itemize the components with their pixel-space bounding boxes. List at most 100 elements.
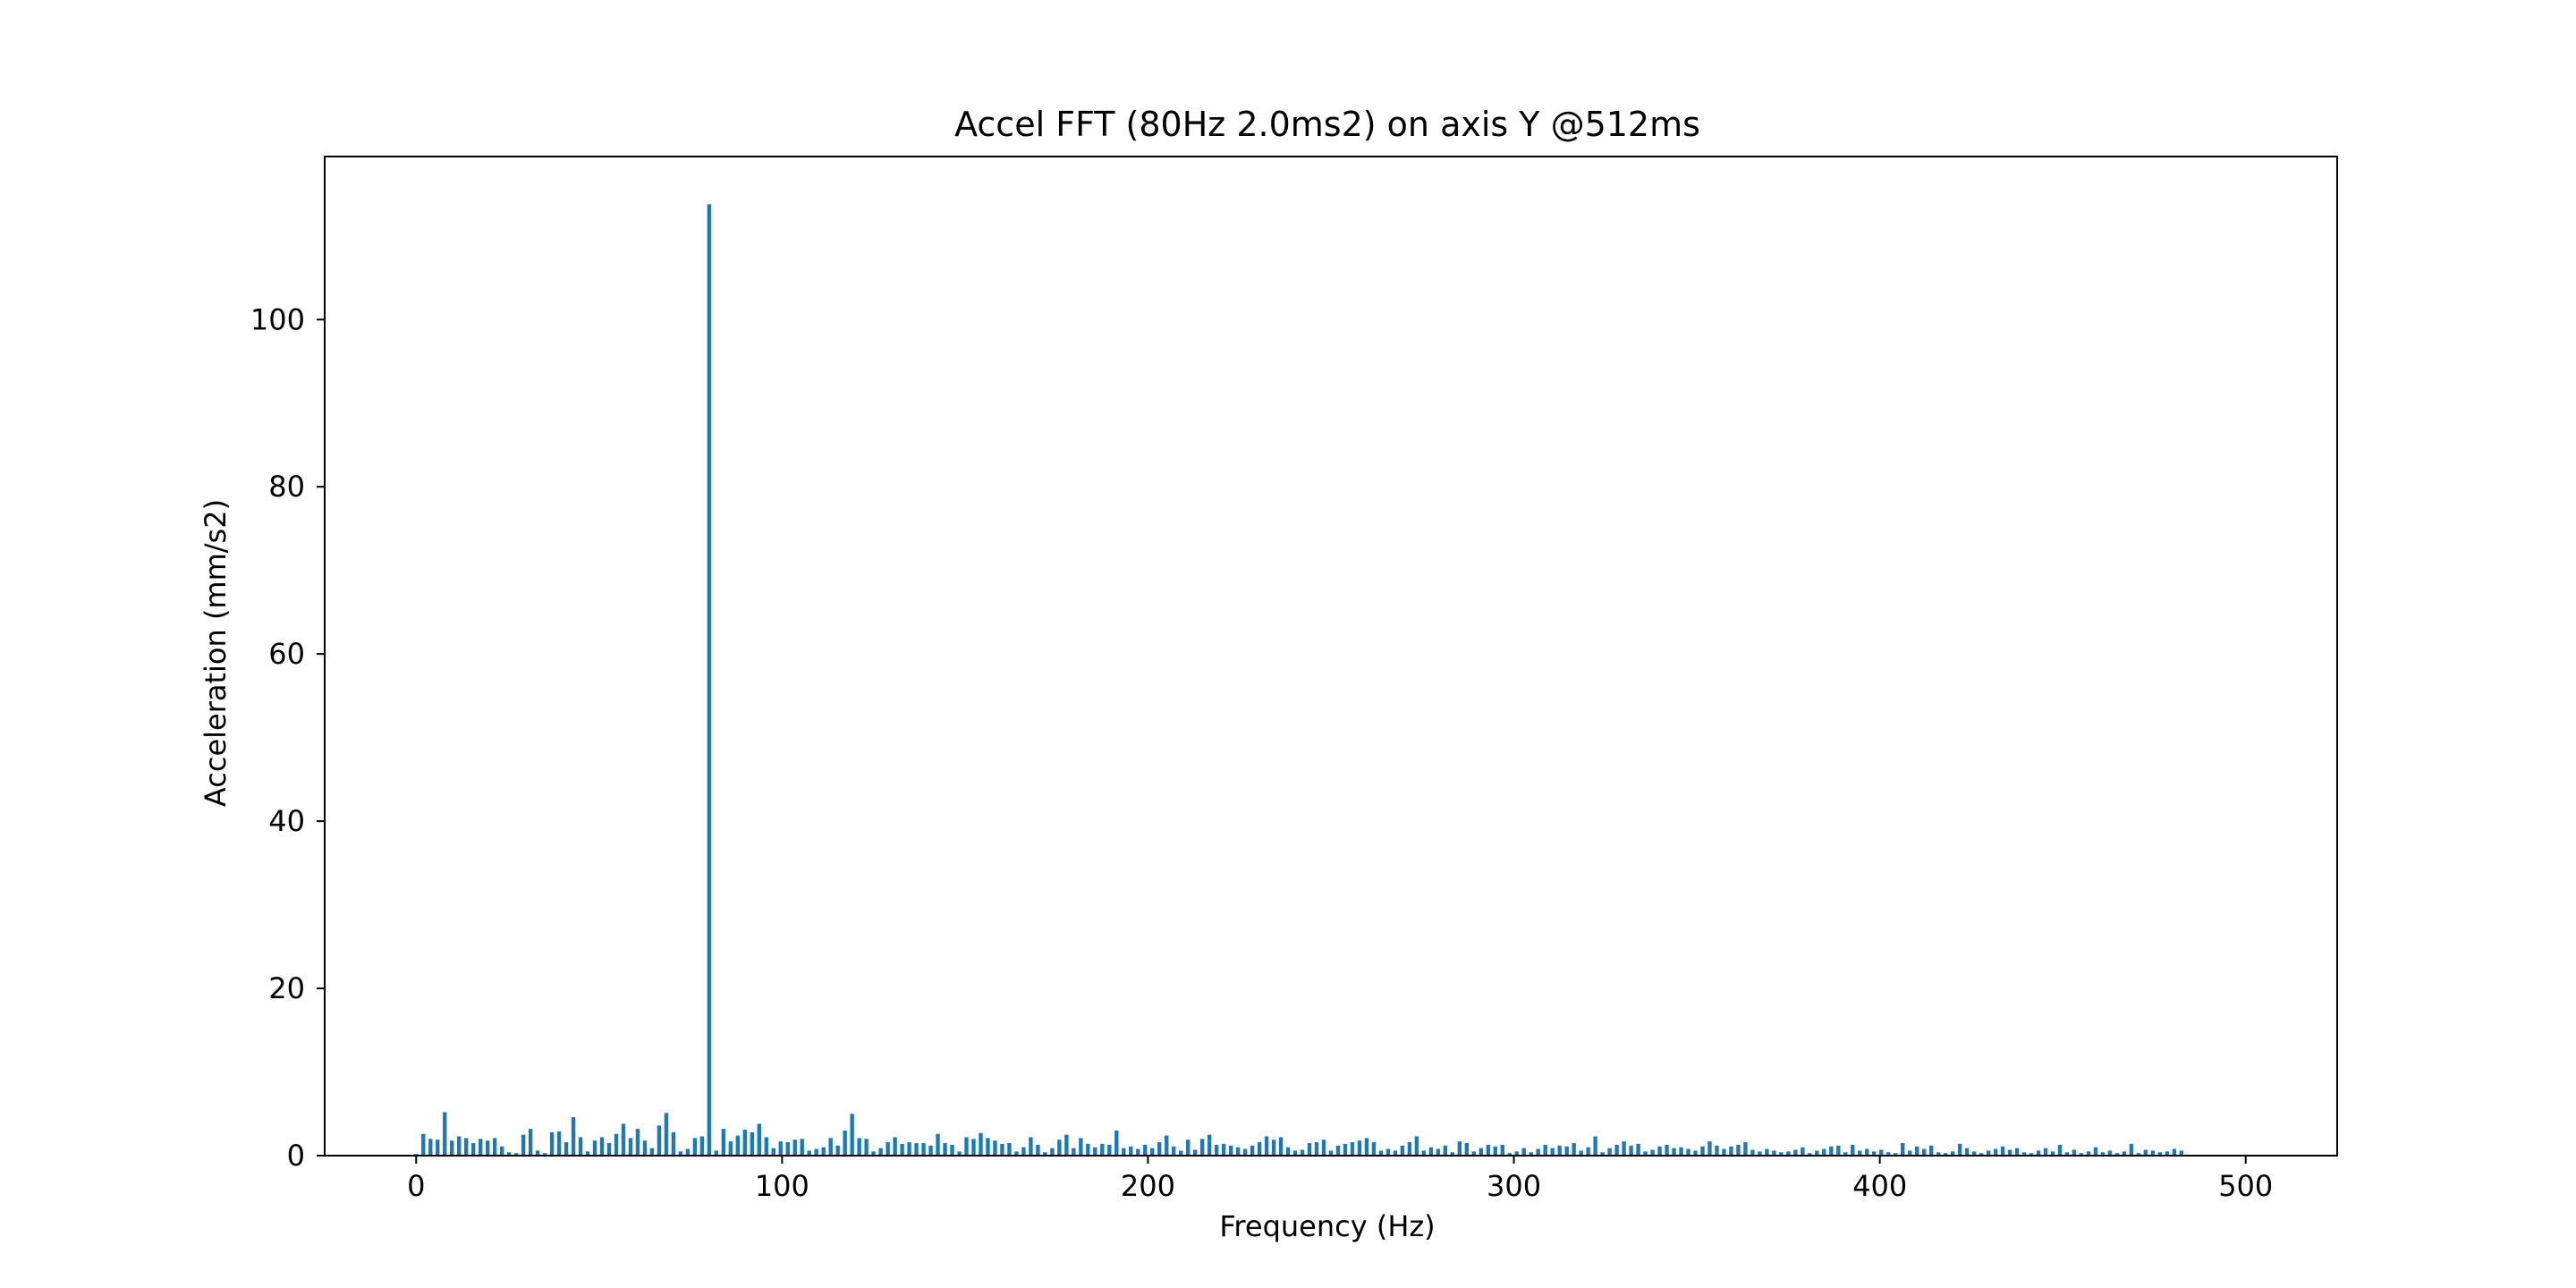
fft-bar — [678, 1151, 683, 1156]
fft-bar — [671, 1131, 676, 1156]
fft-bar — [1786, 1151, 1791, 1156]
fft-bar — [556, 1131, 562, 1156]
fft-bar — [1064, 1134, 1069, 1156]
fft-bar — [1586, 1147, 1590, 1156]
fft-bar — [1257, 1142, 1262, 1156]
fft-bar — [1214, 1144, 1219, 1156]
fft-bar — [1207, 1134, 1212, 1156]
fft-bar — [1700, 1146, 1705, 1156]
fft-bar — [528, 1129, 533, 1156]
fft-bar — [1021, 1147, 1026, 1156]
fft-bar — [735, 1135, 741, 1156]
fft-bar — [707, 204, 712, 1156]
fft-bar — [807, 1150, 811, 1156]
fft-bar — [957, 1151, 962, 1156]
fft-bar — [814, 1148, 818, 1156]
fft-bar — [2129, 1143, 2134, 1156]
chart-title: Accel FFT (80Hz 2.0ms2) on axis Y @512ms — [954, 105, 1700, 144]
fft-bar — [2021, 1152, 2027, 1156]
x-tick-label: 200 — [1121, 1169, 1175, 1203]
fft-bar — [900, 1143, 904, 1156]
fft-bar — [2172, 1148, 2177, 1156]
fft-bar — [642, 1140, 648, 1156]
fft-bar — [1636, 1143, 1640, 1156]
x-tick-label: 500 — [2218, 1169, 2273, 1203]
fft-bar — [535, 1150, 540, 1156]
fft-bar — [1886, 1152, 1891, 1156]
fft-bar — [821, 1147, 826, 1156]
fft-bar — [1157, 1142, 1162, 1156]
fft-bar — [1564, 1146, 1569, 1156]
fft-bar — [478, 1139, 483, 1156]
fft-bar — [1521, 1148, 1526, 1156]
fft-bar — [950, 1144, 954, 1156]
fft-bar — [1199, 1139, 1205, 1156]
fft-bar — [1550, 1148, 1555, 1156]
y-tick-label: 80 — [268, 470, 305, 504]
fft-bar — [857, 1138, 861, 1156]
fft-bar — [2029, 1153, 2034, 1156]
fft-bar — [1964, 1148, 1970, 1156]
fft-bar — [757, 1123, 761, 1156]
fft-bar — [1607, 1148, 1612, 1156]
fft-bar — [1707, 1141, 1712, 1156]
fft-bar — [2007, 1149, 2012, 1156]
fft-bar — [692, 1138, 698, 1156]
y-tick-label: 40 — [268, 804, 305, 838]
fft-bar — [1579, 1150, 1583, 1156]
fft-bar — [2165, 1151, 2170, 1156]
x-tick-label: 100 — [755, 1169, 809, 1203]
fft-bar — [1307, 1142, 1312, 1156]
fft-bar — [1043, 1152, 1047, 1156]
fft-bar — [1486, 1144, 1490, 1156]
fft-bar — [936, 1133, 940, 1156]
fft-bar — [850, 1114, 854, 1156]
fft-bar — [1136, 1148, 1140, 1156]
fft-bar — [1086, 1143, 1090, 1156]
fft-bar — [914, 1142, 919, 1156]
fft-bar — [1314, 1142, 1319, 1156]
fft-bar — [1936, 1152, 1941, 1156]
fft-bar — [1400, 1145, 1405, 1156]
fft-bar — [1186, 1140, 1191, 1156]
fft-bar — [1815, 1150, 1819, 1156]
fft-bar — [2036, 1150, 2041, 1156]
fft-bar — [1557, 1145, 1562, 1156]
fft-bar — [1050, 1148, 1055, 1156]
y-tick-label: 20 — [268, 971, 305, 1005]
fft-bar — [750, 1131, 754, 1156]
fft-bar — [1264, 1136, 1269, 1156]
fft-bar — [1743, 1142, 1748, 1156]
fft-bar — [1643, 1151, 1648, 1156]
fft-bar — [621, 1123, 626, 1156]
fft-bar — [1357, 1140, 1362, 1156]
fft-bar — [1665, 1144, 1669, 1156]
fft-bar — [1029, 1137, 1033, 1156]
fft-bar — [1901, 1142, 1905, 1156]
fft-bar — [1851, 1144, 1855, 1156]
fft-bar — [506, 1152, 512, 1156]
fft-bar — [1650, 1149, 1655, 1156]
fft-bar — [986, 1138, 990, 1156]
fft-bar — [1971, 1151, 1977, 1156]
fft-bar — [592, 1140, 597, 1156]
fft-bar — [1979, 1153, 1984, 1156]
fft-bar — [1057, 1140, 1062, 1156]
fft-bar — [1443, 1145, 1448, 1156]
fft-bar — [971, 1139, 976, 1156]
fft-bar — [2150, 1150, 2156, 1156]
fft-bar — [1536, 1148, 1540, 1156]
fft-bar — [943, 1142, 947, 1156]
fft-bar — [1129, 1146, 1133, 1156]
fft-bar — [2136, 1153, 2141, 1156]
bar-series — [414, 204, 2184, 1156]
fft-bar — [1335, 1145, 1341, 1156]
fft-bar — [1507, 1153, 1512, 1156]
fft-bar — [628, 1138, 633, 1156]
fft-bar — [1321, 1140, 1326, 1156]
fft-bar — [1228, 1145, 1233, 1156]
x-tick-label: 400 — [1852, 1169, 1907, 1203]
fft-bar — [1328, 1150, 1334, 1156]
fft-bar — [599, 1137, 605, 1156]
